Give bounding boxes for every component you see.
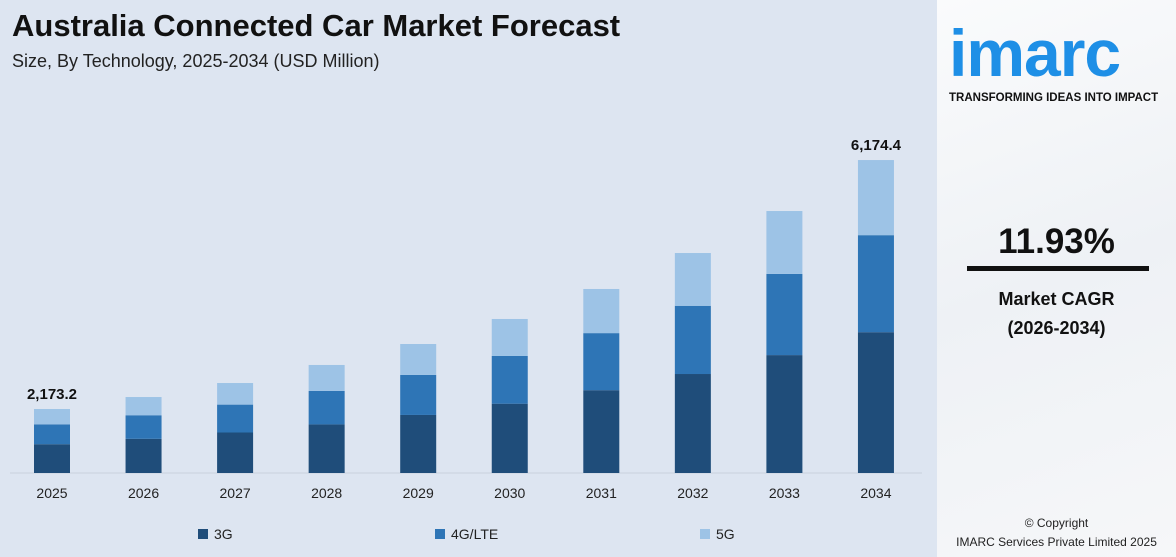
bar-segment-4g-lte-2034 [857, 235, 894, 333]
x-tick-label: 2027 [220, 485, 251, 501]
copyright: © Copyright IMARC Services Private Limit… [937, 514, 1176, 552]
bar-segment-4g-lte-2031 [583, 333, 620, 391]
bar-segment-5g-2029 [400, 344, 437, 375]
bar-segment-4g-lte-2026 [125, 415, 162, 439]
cagr-title: Market CAGR [998, 289, 1115, 309]
bar-segment-4g-lte-2028 [308, 390, 345, 425]
bar-segment-5g-2027 [217, 383, 254, 405]
x-tick-label: 2034 [860, 485, 891, 501]
bar-segment-3g-2025 [34, 444, 70, 473]
copyright-company: IMARC Services Private Limited 2025 [956, 535, 1157, 549]
imarc-logo: imarc [949, 16, 1121, 90]
copyright-label: © Copyright [1024, 516, 1089, 530]
bar-segment-3g-2032 [674, 374, 711, 473]
cagr-divider [967, 266, 1149, 271]
bar-segment-5g-2028 [308, 364, 345, 391]
bar-segment-3g-2027 [217, 432, 254, 473]
bar-segment-3g-2034 [857, 332, 894, 473]
x-tick-label: 2029 [403, 485, 434, 501]
bar-segment-4g-lte-2033 [766, 273, 803, 356]
bar-segment-3g-2029 [400, 414, 437, 473]
bar-segment-5g-2032 [674, 253, 711, 306]
cagr-label: Market CAGR (2026-2034) [937, 285, 1176, 343]
x-tick-label: 2030 [494, 485, 525, 501]
bar-segment-4g-lte-2029 [400, 374, 437, 415]
bar-segment-3g-2026 [125, 438, 162, 473]
legend-item-4g-lte: 4G/LTE [435, 526, 498, 542]
bar-segment-5g-2025 [34, 409, 70, 425]
bar-segment-3g-2031 [583, 390, 620, 473]
legend-item-3g: 3G [198, 526, 233, 542]
side-panel: imarc TRANSFORMING IDEAS INTO IMPACT 11.… [937, 0, 1176, 557]
bar-segment-5g-2034 [857, 160, 894, 236]
legend-swatch [700, 529, 710, 539]
bar-segment-3g-2030 [491, 403, 528, 473]
legend: 3G 4G/LTE 5G [0, 526, 937, 546]
x-tick-label: 2025 [36, 485, 67, 501]
bar-segment-5g-2031 [583, 288, 620, 334]
legend-label: 4G/LTE [451, 526, 499, 542]
legend-label: 3G [214, 526, 233, 542]
cagr-period: (2026-2034) [1007, 318, 1106, 338]
bar-segment-4g-lte-2027 [217, 404, 254, 433]
bar-segment-5g-2026 [125, 397, 162, 416]
bar-segment-5g-2033 [766, 211, 803, 274]
legend-item-5g: 5G [700, 526, 735, 542]
chart-subtitle: Size, By Technology, 2025-2034 (USD Mill… [12, 51, 380, 71]
x-tick-label: 2028 [311, 485, 342, 501]
bar-segment-3g-2028 [308, 424, 345, 473]
bar-segment-4g-lte-2032 [674, 305, 711, 375]
logo-tagline: TRANSFORMING IDEAS INTO IMPACT [949, 92, 1159, 104]
cagr-value: 11.93% [998, 222, 1115, 261]
bar-segment-5g-2030 [491, 318, 528, 356]
bar-segment-4g-lte-2025 [34, 424, 70, 445]
legend-label: 5G [716, 526, 735, 542]
x-tick-label: 2026 [128, 485, 159, 501]
chart-title: Australia Connected Car Market Forecast [12, 8, 621, 43]
x-tick-label: 2033 [769, 485, 800, 501]
bar-segment-4g-lte-2030 [491, 355, 528, 404]
x-tick-label: 2031 [586, 485, 617, 501]
legend-swatch [198, 529, 208, 539]
data-label-2025: 2,173.2 [27, 386, 77, 403]
bar-segment-3g-2033 [766, 355, 803, 473]
x-tick-label: 2032 [677, 485, 708, 501]
legend-swatch [435, 529, 445, 539]
chart-panel: Australia Connected Car Market Forecast … [0, 8, 937, 546]
stacked-bar-chart: 2025 2,173.2 2026 2027 2028 2029 2030 2031 2032 2… [10, 137, 922, 501]
data-label-2034: 6,174.4 [851, 137, 902, 154]
